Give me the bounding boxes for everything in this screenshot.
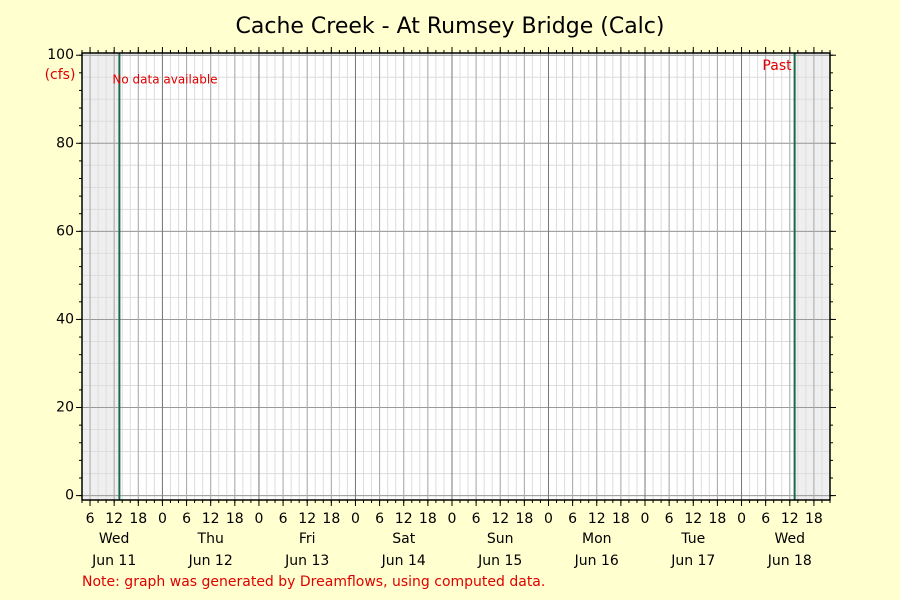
x-tick-label: 18 bbox=[708, 511, 726, 527]
no-data-region bbox=[82, 53, 120, 500]
x-tick-label: 12 bbox=[395, 511, 413, 527]
marker-label: Past bbox=[762, 58, 792, 74]
plot-area bbox=[82, 53, 830, 500]
x-tick-label: 12 bbox=[202, 511, 220, 527]
x-tick-label: 6 bbox=[761, 511, 770, 527]
x-tick-label: 12 bbox=[105, 511, 123, 527]
date-label: Jun 15 bbox=[477, 553, 522, 569]
x-tick-label: 0 bbox=[158, 511, 167, 527]
future-region bbox=[794, 53, 830, 500]
date-label: Jun 18 bbox=[767, 553, 812, 569]
y-tick-label: 80 bbox=[56, 135, 74, 151]
x-tick-label: 0 bbox=[254, 511, 263, 527]
day-label: Sat bbox=[392, 531, 415, 547]
day-label: Wed bbox=[99, 531, 130, 547]
x-tick-label: 12 bbox=[781, 511, 799, 527]
date-label: Jun 11 bbox=[91, 553, 136, 569]
day-label: Mon bbox=[582, 531, 612, 547]
note: Note: graph was generated by Dreamflows,… bbox=[82, 574, 545, 590]
x-tick-label: 0 bbox=[448, 511, 457, 527]
day-label: Fri bbox=[299, 531, 316, 547]
x-tick-label: 18 bbox=[322, 511, 340, 527]
x-tick-label: 6 bbox=[182, 511, 191, 527]
x-tick-label: 0 bbox=[544, 511, 553, 527]
date-label: Jun 13 bbox=[284, 553, 329, 569]
x-tick-label: 18 bbox=[419, 511, 437, 527]
x-tick-label: 6 bbox=[279, 511, 288, 527]
date-label: Jun 16 bbox=[574, 553, 619, 569]
x-tick-label: 6 bbox=[568, 511, 577, 527]
day-label: Tue bbox=[680, 531, 705, 547]
x-tick-label: 6 bbox=[472, 511, 481, 527]
marker-label: No data available bbox=[112, 73, 217, 87]
x-tick-label: 6 bbox=[86, 511, 95, 527]
plot-frame bbox=[81, 52, 831, 501]
y-tick-label: 0 bbox=[65, 488, 74, 504]
x-tick-label: 12 bbox=[491, 511, 509, 527]
day-label: Thu bbox=[197, 531, 224, 547]
y-tick-label: 60 bbox=[56, 223, 74, 239]
date-label: Jun 14 bbox=[381, 553, 426, 569]
x-tick-label: 6 bbox=[375, 511, 384, 527]
x-tick-label: 0 bbox=[351, 511, 360, 527]
day-label: Sun bbox=[487, 531, 514, 547]
x-tick-label: 6 bbox=[665, 511, 674, 527]
y-axis-label: (cfs) bbox=[45, 67, 76, 83]
y-tick-label: 40 bbox=[56, 311, 74, 327]
x-tick-label: 12 bbox=[684, 511, 702, 527]
x-tick-label: 0 bbox=[737, 511, 746, 527]
day-label: Wed bbox=[775, 531, 806, 547]
chart-title: Cache Creek - At Rumsey Bridge (Calc) bbox=[236, 14, 665, 39]
date-label: Jun 12 bbox=[188, 553, 233, 569]
x-tick-label: 12 bbox=[298, 511, 316, 527]
y-tick-label: 100 bbox=[47, 47, 74, 63]
date-label: Jun 17 bbox=[670, 553, 715, 569]
x-tick-label: 18 bbox=[612, 511, 630, 527]
y-tick-label: 20 bbox=[56, 400, 74, 416]
x-tick-label: 18 bbox=[226, 511, 244, 527]
x-tick-label: 0 bbox=[641, 511, 650, 527]
x-tick-label: 18 bbox=[805, 511, 823, 527]
x-tick-label: 18 bbox=[515, 511, 533, 527]
x-tick-label: 18 bbox=[129, 511, 147, 527]
x-tick-label: 12 bbox=[588, 511, 606, 527]
